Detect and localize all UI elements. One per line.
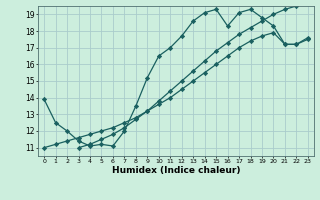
X-axis label: Humidex (Indice chaleur): Humidex (Indice chaleur) [112, 166, 240, 175]
